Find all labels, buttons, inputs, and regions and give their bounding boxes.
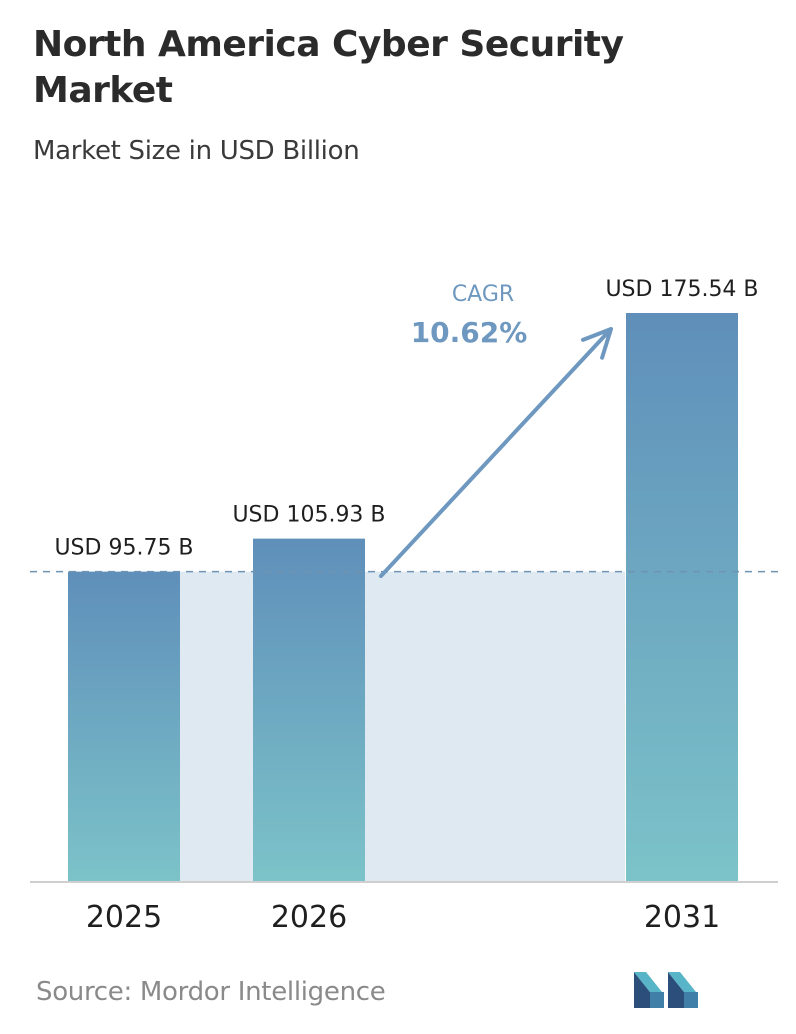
- cagr-annotation: CAGR 10.62%: [379, 282, 613, 578]
- x-tick-label-2026: 2026: [271, 900, 347, 935]
- x-tick-labels: 2025 2026 2031: [86, 900, 720, 935]
- cagr-label: CAGR: [452, 282, 514, 307]
- bar-2031: [626, 313, 738, 882]
- value-label-2026: USD 105.93 B: [232, 503, 385, 528]
- value-labels: USD 95.75 B USD 105.93 B USD 175.54 B: [54, 277, 758, 561]
- value-label-2031: USD 175.54 B: [605, 277, 758, 302]
- cagr-value: 10.62%: [411, 316, 528, 349]
- source-note: Source: Mordor Intelligence: [36, 977, 386, 1007]
- chart-title: North America Cyber Security Market: [33, 24, 624, 111]
- bars: [68, 313, 738, 882]
- x-tick-label-2031: 2031: [644, 900, 720, 935]
- bar-2026: [253, 538, 365, 882]
- value-label-2025: USD 95.75 B: [54, 536, 193, 561]
- x-tick-label-2025: 2025: [86, 900, 162, 935]
- bar-2025: [68, 571, 180, 882]
- chart-subtitle: Market Size in USD Billion: [33, 136, 360, 166]
- mordor-intelligence-logo-icon: [634, 972, 698, 1008]
- cagr-arrow: [379, 327, 613, 578]
